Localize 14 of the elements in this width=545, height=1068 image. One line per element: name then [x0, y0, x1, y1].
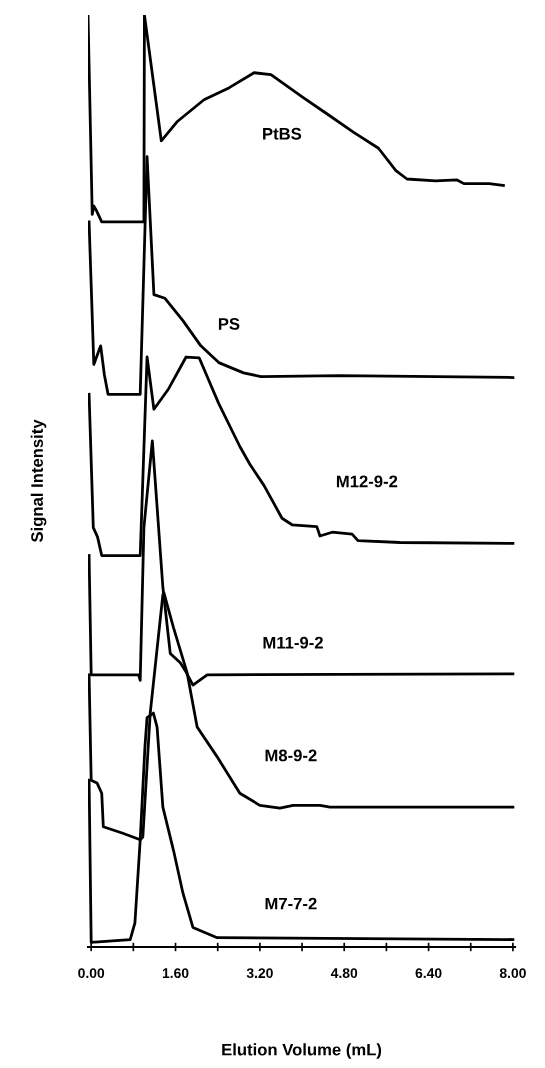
series-label: PtBS	[263, 127, 302, 140]
text: M12-9-2	[336, 475, 398, 488]
x-tick-label: 0.00	[78, 968, 105, 979]
x-tick-label: 4.80	[330, 968, 358, 979]
y-axis-title: Signal Intensity	[30, 419, 47, 543]
x-axis-title: Elution Volume (mL)	[222, 1043, 382, 1059]
series-label: M11-9-2	[263, 636, 323, 649]
text: M8-9-2	[265, 749, 317, 762]
x-tick-label: 3.20	[246, 968, 273, 979]
series-label: M7-7-2	[265, 897, 317, 910]
x-tick-label: 8.00	[499, 968, 526, 979]
x-tick-label: 1.60	[162, 968, 189, 979]
series-label: PS	[218, 317, 240, 330]
x-tick-label: 6.40	[415, 968, 442, 979]
